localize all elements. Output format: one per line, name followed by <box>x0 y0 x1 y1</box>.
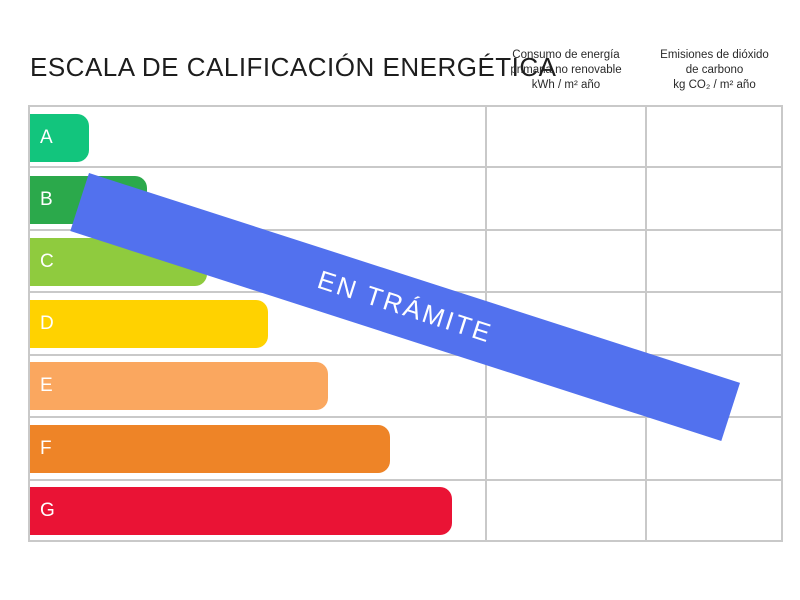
scale-letter-d: D <box>40 313 54 335</box>
scale-letter-b: B <box>40 189 53 211</box>
grid-row-line-1 <box>28 166 783 168</box>
scale-bar-d: D <box>30 300 268 349</box>
emisiones-header-line1: Emisiones de dióxido <box>660 49 769 61</box>
scale-bar-g: G <box>30 486 452 535</box>
scale-bar-a: A <box>30 114 89 162</box>
consumo-header-line1: Consumo de energía <box>512 49 620 61</box>
scale-letter-g: G <box>40 499 55 521</box>
scale-letter-a: A <box>40 127 53 148</box>
scale-letter-f: F <box>40 437 52 459</box>
grid-row-line-2 <box>28 229 783 231</box>
emisiones-header-units: kg CO₂ / m² año <box>673 79 756 91</box>
scale-bar-f: F <box>30 424 390 473</box>
consumo-header-line2: primaria no renovable <box>510 64 622 76</box>
scale-bar-e: E <box>30 362 328 411</box>
emisiones-header-line2: de carbono <box>685 64 744 76</box>
scale-letter-c: C <box>40 251 54 273</box>
consumo-header-units: kWh / m² año <box>531 79 601 91</box>
grid-row-line-4 <box>28 354 783 356</box>
grid-row-line-6 <box>28 479 783 481</box>
page-title: ESCALA DE CALIFICACIÓN ENERGÉTICA <box>30 52 557 82</box>
scale-letter-e: E <box>40 375 53 397</box>
column-header-emisiones: Emisiones de dióxido de carbono kg CO₂ /… <box>646 48 783 93</box>
grid-row-line-5 <box>28 416 783 418</box>
grid-divider-emisiones <box>645 105 647 542</box>
column-header-consumo: Consumo de energía primaria no renovable… <box>486 48 646 93</box>
